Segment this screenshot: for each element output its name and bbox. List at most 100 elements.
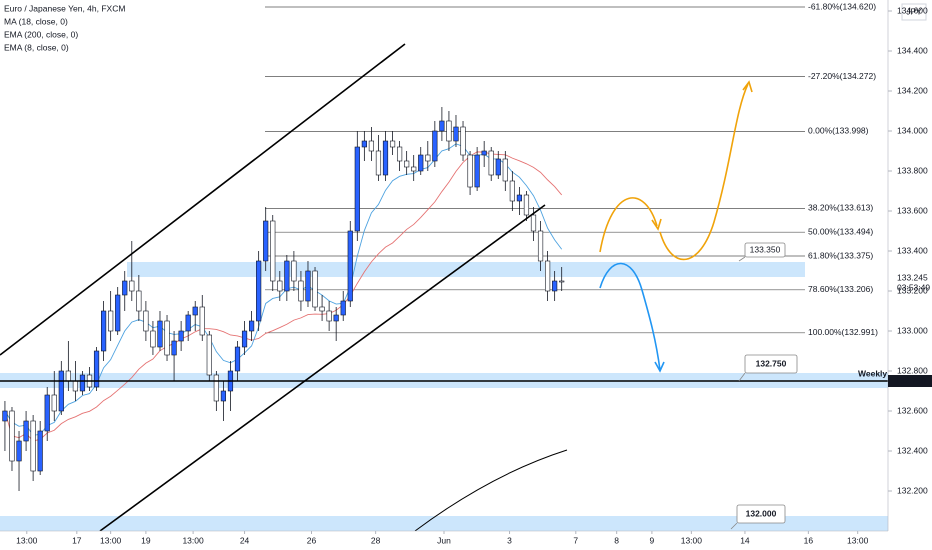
candle-body <box>220 390 227 402</box>
callout-label: 133.350 <box>750 244 781 254</box>
y-tick-label: 132.200 <box>897 485 928 495</box>
candle-body <box>333 314 339 322</box>
candle-body <box>93 350 100 388</box>
indicator-label: MA (18, close, 0) <box>4 16 68 26</box>
x-tick-label: 13:00 <box>100 535 122 545</box>
candle-body <box>418 154 424 172</box>
candle-body <box>122 280 128 296</box>
countdown: 03:53:49 <box>897 282 930 292</box>
x-tick-label: Jun <box>437 535 451 545</box>
candle-body <box>277 280 283 292</box>
zone <box>0 516 888 531</box>
x-tick-label: 17 <box>72 535 82 545</box>
callout-box <box>744 242 786 258</box>
x-tick-label: 7 <box>573 535 578 545</box>
candle-body <box>425 154 431 162</box>
indicator-label: EMA (8, close, 0) <box>4 42 69 52</box>
weekly-label: Weekly <box>858 368 887 378</box>
candle-body <box>375 150 382 176</box>
x-tick-label: 16 <box>804 535 814 545</box>
candle-body <box>143 310 149 332</box>
candle-body <box>150 330 156 348</box>
ema-200 <box>414 449 568 532</box>
y-tick-label: 134.400 <box>897 45 928 55</box>
candle-body <box>157 320 163 348</box>
fib-label: 61.80%(133.375) <box>808 250 873 260</box>
callout-pointer <box>730 522 738 530</box>
candle-body <box>537 230 544 262</box>
callout-label: 132.000 <box>746 508 777 518</box>
indicator-label: EMA (200, close, 0) <box>4 29 78 39</box>
y-tick-label: 132.400 <box>897 445 928 455</box>
currency-box[interactable] <box>901 3 927 21</box>
candle-body <box>263 220 269 262</box>
candle-body <box>178 330 184 342</box>
candle-body <box>192 306 198 316</box>
currency[interactable]: JPY <box>906 6 922 16</box>
x-tick-label: 24 <box>240 535 250 545</box>
y-tick-label: 132.800 <box>897 365 928 375</box>
fib-label: 78.60%(133.206) <box>808 284 873 294</box>
candle-body <box>326 310 332 322</box>
candle-body <box>58 370 64 412</box>
candle-body <box>51 394 57 412</box>
candle-body <box>382 140 389 176</box>
last-price: 133.245 <box>897 272 928 282</box>
x-tick-label: 13:00 <box>681 535 703 545</box>
y-tick-label: 133.200 <box>897 285 928 295</box>
candle-body <box>9 410 15 462</box>
zone <box>127 262 805 277</box>
path-arrow <box>599 197 658 253</box>
candle-body <box>502 158 508 182</box>
candle-body <box>30 420 36 472</box>
candle-body <box>319 306 325 312</box>
x-tick-label: 19 <box>141 535 151 545</box>
candle-body <box>115 294 121 332</box>
fib-label: -61.80%(134.620) <box>808 1 876 11</box>
candle-body <box>185 314 191 332</box>
y-tick-label: 134.600 <box>897 5 928 15</box>
callout-pointer <box>738 256 746 262</box>
candle-body <box>439 120 445 132</box>
path-arrow <box>599 262 661 371</box>
y-tick-label: 134.000 <box>897 125 928 135</box>
candle-body <box>460 126 466 156</box>
chart-title: Euro / Japanese Yen, 4h, FXCM <box>4 3 125 13</box>
candle-body <box>2 410 8 422</box>
arrow-head <box>742 80 753 93</box>
candle-body <box>16 440 22 462</box>
y-tick-label: 133.400 <box>897 245 928 255</box>
channel-lower <box>99 204 546 532</box>
candle-body <box>171 340 177 356</box>
x-tick-label: 8 <box>614 535 619 545</box>
candle-body <box>368 140 375 152</box>
x-tick-label: 13:00 <box>16 535 38 545</box>
candle-body <box>199 306 205 336</box>
candle-body <box>129 280 135 292</box>
x-tick-label: 3 <box>507 535 512 545</box>
y-tick-label: 133.000 <box>897 325 928 335</box>
candle-body <box>446 120 452 142</box>
candle-body <box>509 180 515 202</box>
x-tick-label: 9 <box>650 535 655 545</box>
candle-body <box>206 334 212 376</box>
candle-body <box>241 330 248 348</box>
candle-body <box>411 166 417 172</box>
candle-body <box>488 150 494 176</box>
candle-body <box>354 146 360 232</box>
candle-body <box>559 280 565 283</box>
candle-body <box>298 280 304 302</box>
candle-body <box>108 310 114 332</box>
candle-body <box>101 310 107 352</box>
channel-upper <box>0 43 406 356</box>
fib-label: -27.20%(134.272) <box>808 71 876 81</box>
fib-label: 0.00%(133.998) <box>808 126 869 136</box>
candle-body <box>404 160 410 168</box>
candle-body <box>23 420 29 442</box>
candle-body <box>552 280 558 292</box>
x-tick-label: 28 <box>371 535 381 545</box>
price-axis <box>888 0 932 550</box>
callout-label: 132.750 <box>756 358 787 368</box>
y-tick-label: 133.600 <box>897 205 928 215</box>
